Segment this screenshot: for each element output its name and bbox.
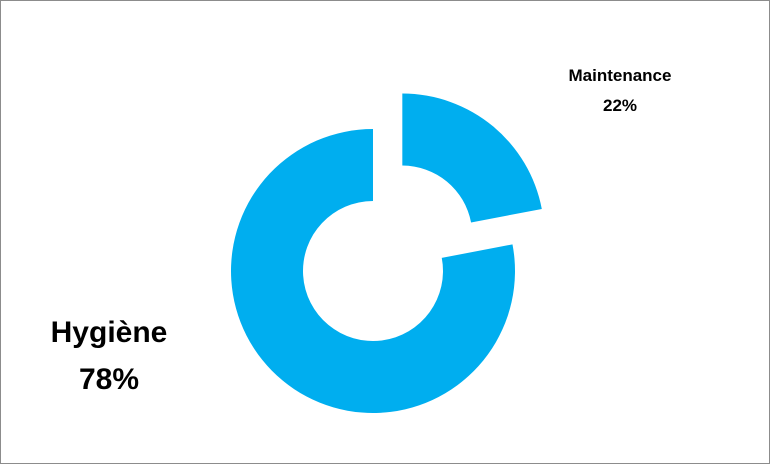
slice-label-hygiene-value: 78%	[79, 363, 139, 396]
slice-label-hygiene-name: Hygiène	[51, 316, 168, 349]
donut-slices	[230, 93, 542, 413]
donut-slice-maintenance	[402, 93, 542, 223]
slice-label-maintenance-value: 22%	[603, 96, 637, 115]
donut-slice-hygi-ne	[230, 129, 515, 413]
slice-label-maintenance-name: Maintenance	[569, 66, 672, 85]
